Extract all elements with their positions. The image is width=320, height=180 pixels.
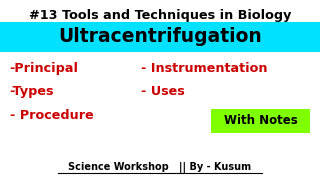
Text: - Procedure: - Procedure (10, 109, 93, 122)
Text: Ultracentrifugation: Ultracentrifugation (58, 27, 262, 46)
Text: -Principal: -Principal (10, 62, 79, 75)
Text: - Uses: - Uses (141, 85, 185, 98)
FancyBboxPatch shape (0, 22, 320, 52)
Text: - Instrumentation: - Instrumentation (141, 62, 267, 75)
Text: Science Workshop   || By - Kusum: Science Workshop || By - Kusum (68, 162, 252, 173)
Text: -Types: -Types (10, 85, 54, 98)
Text: #13 Tools and Techniques in Biology: #13 Tools and Techniques in Biology (29, 9, 291, 22)
FancyBboxPatch shape (211, 109, 310, 133)
Text: With Notes: With Notes (224, 114, 298, 127)
